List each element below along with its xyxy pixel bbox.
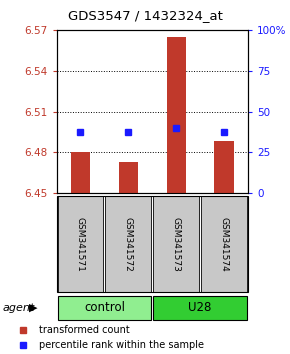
Text: GSM341572: GSM341572 bbox=[124, 217, 133, 272]
Text: GSM341571: GSM341571 bbox=[76, 217, 85, 272]
Text: agent: agent bbox=[3, 303, 35, 313]
Text: ▶: ▶ bbox=[29, 303, 38, 313]
Bar bbox=[153, 196, 199, 292]
Text: GSM341574: GSM341574 bbox=[220, 217, 229, 272]
Text: percentile rank within the sample: percentile rank within the sample bbox=[39, 340, 204, 350]
Text: control: control bbox=[84, 302, 125, 314]
Bar bbox=[57, 196, 104, 292]
Bar bbox=[166, 37, 186, 193]
Text: U28: U28 bbox=[188, 302, 212, 314]
Bar bbox=[105, 196, 151, 292]
Text: GSM341573: GSM341573 bbox=[172, 217, 181, 272]
Bar bbox=[153, 296, 247, 320]
Text: transformed count: transformed count bbox=[39, 325, 130, 335]
Bar bbox=[201, 196, 247, 292]
Bar bbox=[214, 141, 233, 193]
Bar bbox=[71, 152, 90, 193]
Text: GDS3547 / 1432324_at: GDS3547 / 1432324_at bbox=[68, 10, 222, 22]
Bar bbox=[119, 162, 138, 193]
Bar bbox=[57, 296, 151, 320]
